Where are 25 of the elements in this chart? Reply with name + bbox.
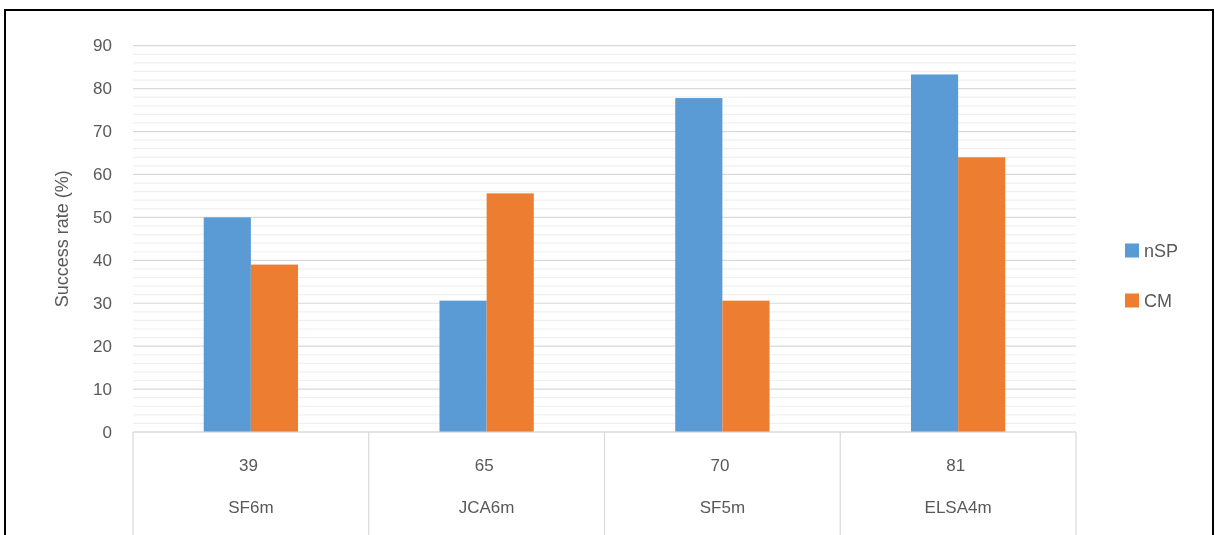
category-label: 81 ELSA4m bbox=[924, 455, 992, 517]
bar bbox=[486, 193, 534, 432]
category-label: 70 SF5m bbox=[699, 455, 746, 517]
category-label: 65 JCA6m bbox=[458, 455, 515, 517]
y-tick-label: 20 bbox=[93, 336, 112, 356]
bar bbox=[910, 74, 959, 432]
y-tick-label: 50 bbox=[93, 207, 112, 227]
y-tick-label: 30 bbox=[93, 293, 112, 313]
y-tick-label: 90 bbox=[93, 36, 112, 56]
y-tick-label: 0 bbox=[102, 422, 112, 442]
y-tick-label: 70 bbox=[93, 122, 112, 142]
bar bbox=[250, 264, 299, 432]
bar bbox=[722, 300, 770, 432]
y-tick-label: 80 bbox=[93, 79, 112, 99]
y-tick-label: 10 bbox=[93, 379, 112, 399]
y-tick-label: 40 bbox=[93, 250, 112, 270]
y-tick-label: 60 bbox=[93, 164, 112, 184]
bar bbox=[203, 217, 251, 432]
legend-label: CM bbox=[1144, 290, 1172, 311]
bar bbox=[958, 157, 1006, 432]
bar bbox=[675, 98, 723, 432]
y-axis-title: Success rate (%) bbox=[52, 170, 72, 308]
bar bbox=[439, 300, 487, 432]
legend-label: nSP bbox=[1144, 240, 1179, 261]
category-label: 39 SF6m bbox=[228, 455, 274, 517]
